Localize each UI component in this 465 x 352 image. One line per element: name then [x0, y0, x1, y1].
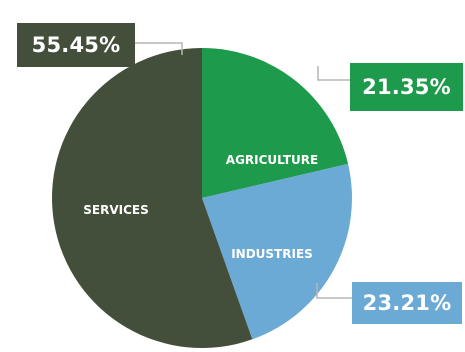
- pie-slice-services: [52, 47, 253, 348]
- leader-line-agriculture: [317, 66, 350, 81]
- pie-slice-agriculture: [202, 48, 349, 198]
- services-value-callout: 55.45%: [17, 23, 135, 67]
- slice-label-industries: INDUSTRIES: [231, 247, 313, 261]
- slice-label-agriculture: AGRICULTURE: [226, 153, 318, 167]
- pie-slice-industries: [202, 163, 352, 340]
- leader-line-services: [135, 42, 183, 55]
- leader-line-industries: [316, 283, 352, 299]
- slice-label-services: SERVICES: [83, 203, 148, 217]
- agriculture-value-callout: 21.35%: [350, 63, 463, 111]
- industries-value-callout: 23.21%: [352, 282, 462, 324]
